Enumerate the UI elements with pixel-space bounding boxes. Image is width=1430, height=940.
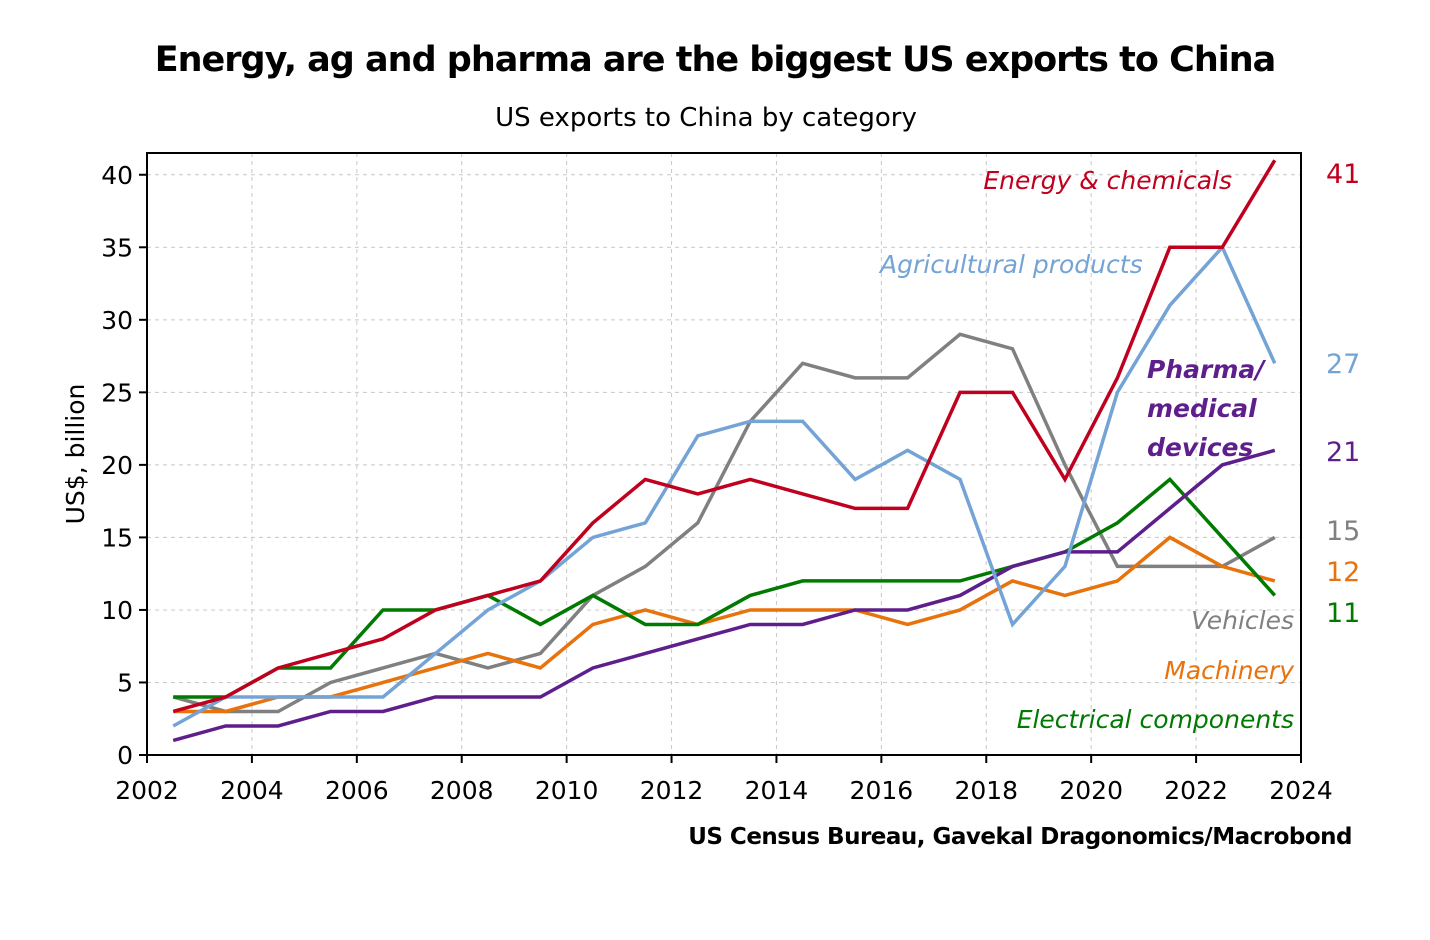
y-axis-label: US$, billion (61, 384, 90, 525)
y-tick-label: 10 (101, 596, 133, 625)
end-value-label: 27 (1326, 349, 1360, 380)
y-tick-label: 40 (101, 161, 133, 190)
x-tick-label: 2010 (535, 776, 599, 805)
series-line-pharma-medical-devices (172, 448, 1276, 743)
series-line-electrical-components (173, 476, 1277, 699)
x-tick-label: 2016 (850, 776, 914, 805)
end-value-label: 41 (1326, 159, 1360, 190)
x-tick-label: 2008 (430, 776, 494, 805)
end-value-label: 12 (1326, 557, 1360, 588)
x-tick-label: 2002 (115, 776, 179, 805)
x-tick-label: 2024 (1269, 776, 1333, 805)
series-label-machinery: Machinery (1164, 656, 1294, 685)
end-value-label: 21 (1326, 437, 1360, 468)
y-tick-label: 0 (117, 741, 133, 770)
plot-frame (146, 152, 1302, 756)
series-label-pharma: Pharma/ medical devices (1147, 350, 1297, 467)
series-label-pharma-text: Pharma/ medical devices (1147, 355, 1265, 462)
series-label-energy: Energy & chemicals (983, 166, 1232, 195)
x-tick-label: 2012 (640, 776, 704, 805)
end-value-label: 15 (1326, 516, 1360, 547)
series-label-electrical: Electrical components (1016, 705, 1294, 734)
x-tick-label: 2004 (220, 776, 284, 805)
y-tick-label: 30 (101, 306, 133, 335)
series-line-energy-chemicals (172, 159, 1277, 714)
x-tick-label: 2022 (1164, 776, 1228, 805)
y-tick-label: 25 (101, 378, 133, 407)
series-line-agricultural-products (172, 244, 1277, 728)
x-tick-label: 2014 (745, 776, 809, 805)
end-value-label: 11 (1326, 598, 1360, 629)
y-tick-label: 20 (101, 451, 133, 480)
series-label-agricultural: Agricultural products (880, 250, 1143, 279)
series-line-vehicles (172, 332, 1276, 714)
x-tick-label: 2018 (954, 776, 1018, 805)
x-tick-label: 2020 (1059, 776, 1123, 805)
series-line-machinery (173, 535, 1276, 714)
y-tick-label: 15 (101, 523, 133, 552)
x-tick-label: 2006 (325, 776, 389, 805)
y-tick-label: 5 (117, 668, 133, 697)
chart-source: US Census Bureau, Gavekal Dragonomics/Ma… (688, 824, 1352, 850)
chart-title: Energy, ag and pharma are the biggest US… (154, 40, 1277, 80)
chart-subtitle: US exports to China by category (495, 103, 917, 133)
y-tick-label: 35 (101, 233, 133, 262)
series-label-vehicles: Vehicles (1191, 606, 1294, 635)
